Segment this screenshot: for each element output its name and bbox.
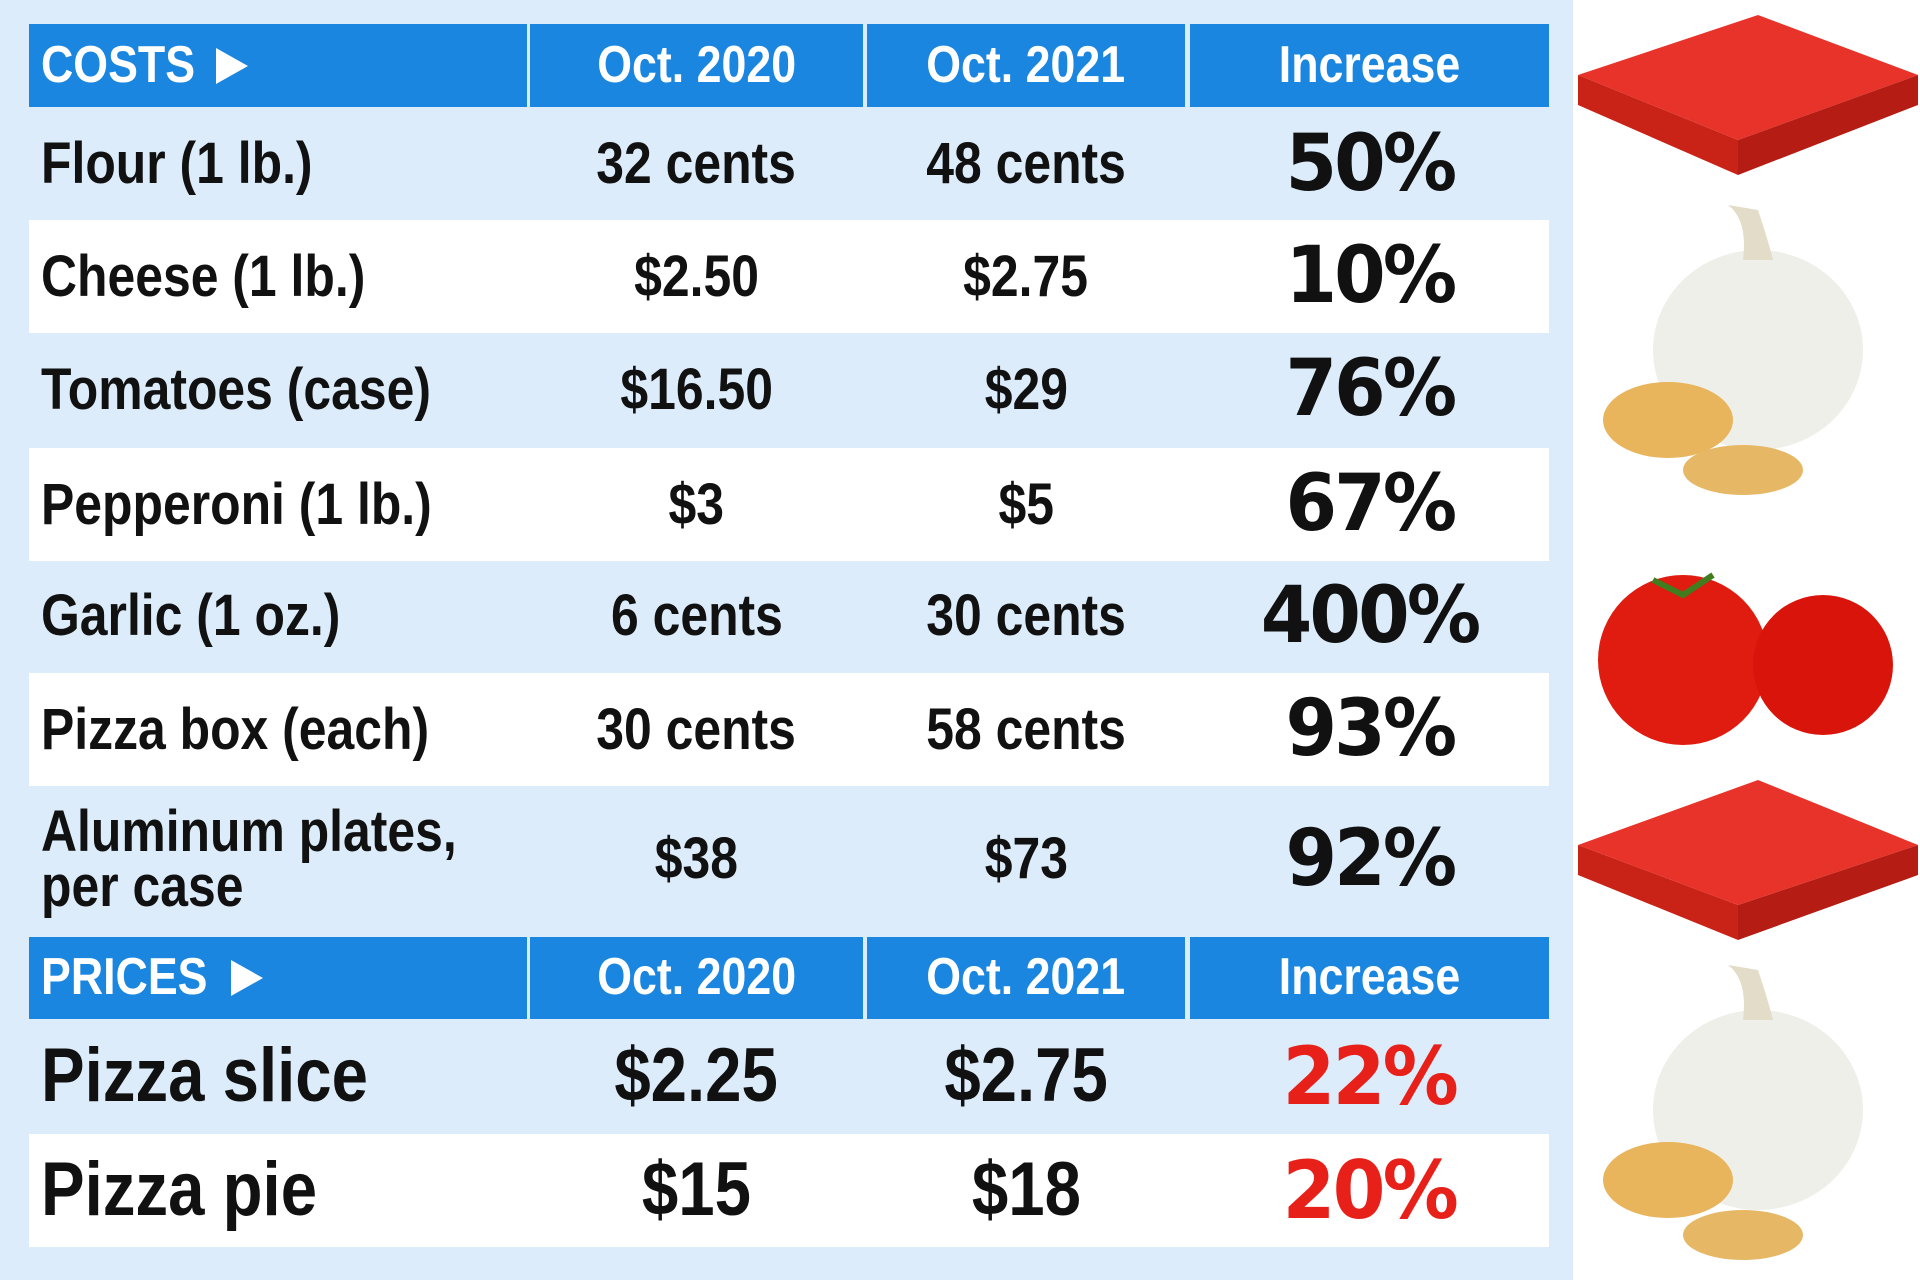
increase-cell: 92%	[1285, 813, 1457, 904]
item-label: Flour (1 lb.)	[41, 131, 313, 197]
row-background	[29, 220, 1549, 333]
price-cell: $2.75	[963, 243, 1089, 309]
item-label: Tomatoes (case)	[41, 356, 431, 422]
increase-cell: 76%	[1285, 344, 1457, 435]
column-header: Oct. 2020	[530, 24, 863, 107]
increase-cell: 20%	[1282, 1143, 1459, 1237]
garlic	[1603, 965, 1863, 1260]
price-cell: $73	[984, 826, 1068, 892]
column-header: Increase	[1190, 937, 1549, 1019]
price-cell: $38	[654, 826, 739, 892]
increase-cell: 22%	[1282, 1029, 1459, 1123]
increase-cell: 50%	[1285, 118, 1457, 209]
section-header: COSTS	[29, 24, 527, 107]
price-cell: 30 cents	[596, 696, 797, 762]
item-label: Pizza box (each)	[41, 696, 430, 762]
price-cell: 32 cents	[596, 131, 797, 197]
row-background	[29, 110, 1549, 218]
illustrations	[1578, 15, 1918, 1260]
arrow-icon	[216, 47, 249, 84]
column-header: Oct. 2021	[867, 937, 1185, 1019]
row-background	[29, 448, 1549, 561]
row-background	[29, 786, 1549, 932]
price-cell: $15	[641, 1147, 752, 1233]
item-label: Aluminum plates, per case	[41, 798, 457, 919]
garlic	[1603, 205, 1863, 495]
price-cell: $16.50	[620, 356, 773, 422]
price-cell: 6 cents	[610, 583, 783, 649]
item-label: Pizza slice	[41, 1033, 369, 1119]
increase-cell: 67%	[1285, 459, 1457, 550]
column-header: Increase	[1190, 24, 1549, 107]
column-header: Oct. 2020	[530, 937, 863, 1019]
increase-cell: 400%	[1260, 570, 1481, 661]
price-cell: $5	[998, 471, 1054, 537]
price-cell: $18	[971, 1147, 1081, 1233]
tomatoes	[1598, 572, 1893, 745]
price-cell: $2.75	[944, 1033, 1108, 1119]
row-background	[29, 333, 1549, 446]
item-label: Pepperoni (1 lb.)	[41, 471, 432, 537]
row-background	[29, 1134, 1549, 1247]
pizza-box	[1578, 780, 1918, 940]
table-panel: COSTS Oct. 2020 Oct. 2021 Increase Flour (1 …	[0, 0, 1573, 1280]
price-cell: $3	[668, 471, 725, 537]
price-cell: 30 cents	[926, 583, 1126, 649]
row-background	[29, 1022, 1549, 1131]
section-header: PRICES	[29, 937, 527, 1019]
price-cell: 58 cents	[926, 696, 1126, 762]
price-cell: 48 cents	[926, 131, 1126, 197]
item-label: Cheese (1 lb.)	[41, 243, 366, 309]
item-label: Pizza pie	[41, 1147, 318, 1233]
price-cell: $2.50	[634, 243, 759, 309]
row-background	[29, 673, 1549, 786]
arrow-icon	[230, 960, 263, 996]
column-header: Oct. 2021	[867, 24, 1185, 107]
price-cell: $29	[984, 356, 1068, 422]
increase-cell: 93%	[1285, 684, 1457, 775]
row-background	[29, 561, 1549, 671]
pizza-box	[1578, 15, 1918, 175]
price-cell: $2.25	[614, 1033, 779, 1119]
increase-cell: 10%	[1285, 231, 1457, 322]
item-label: Garlic (1 oz.)	[41, 583, 341, 649]
